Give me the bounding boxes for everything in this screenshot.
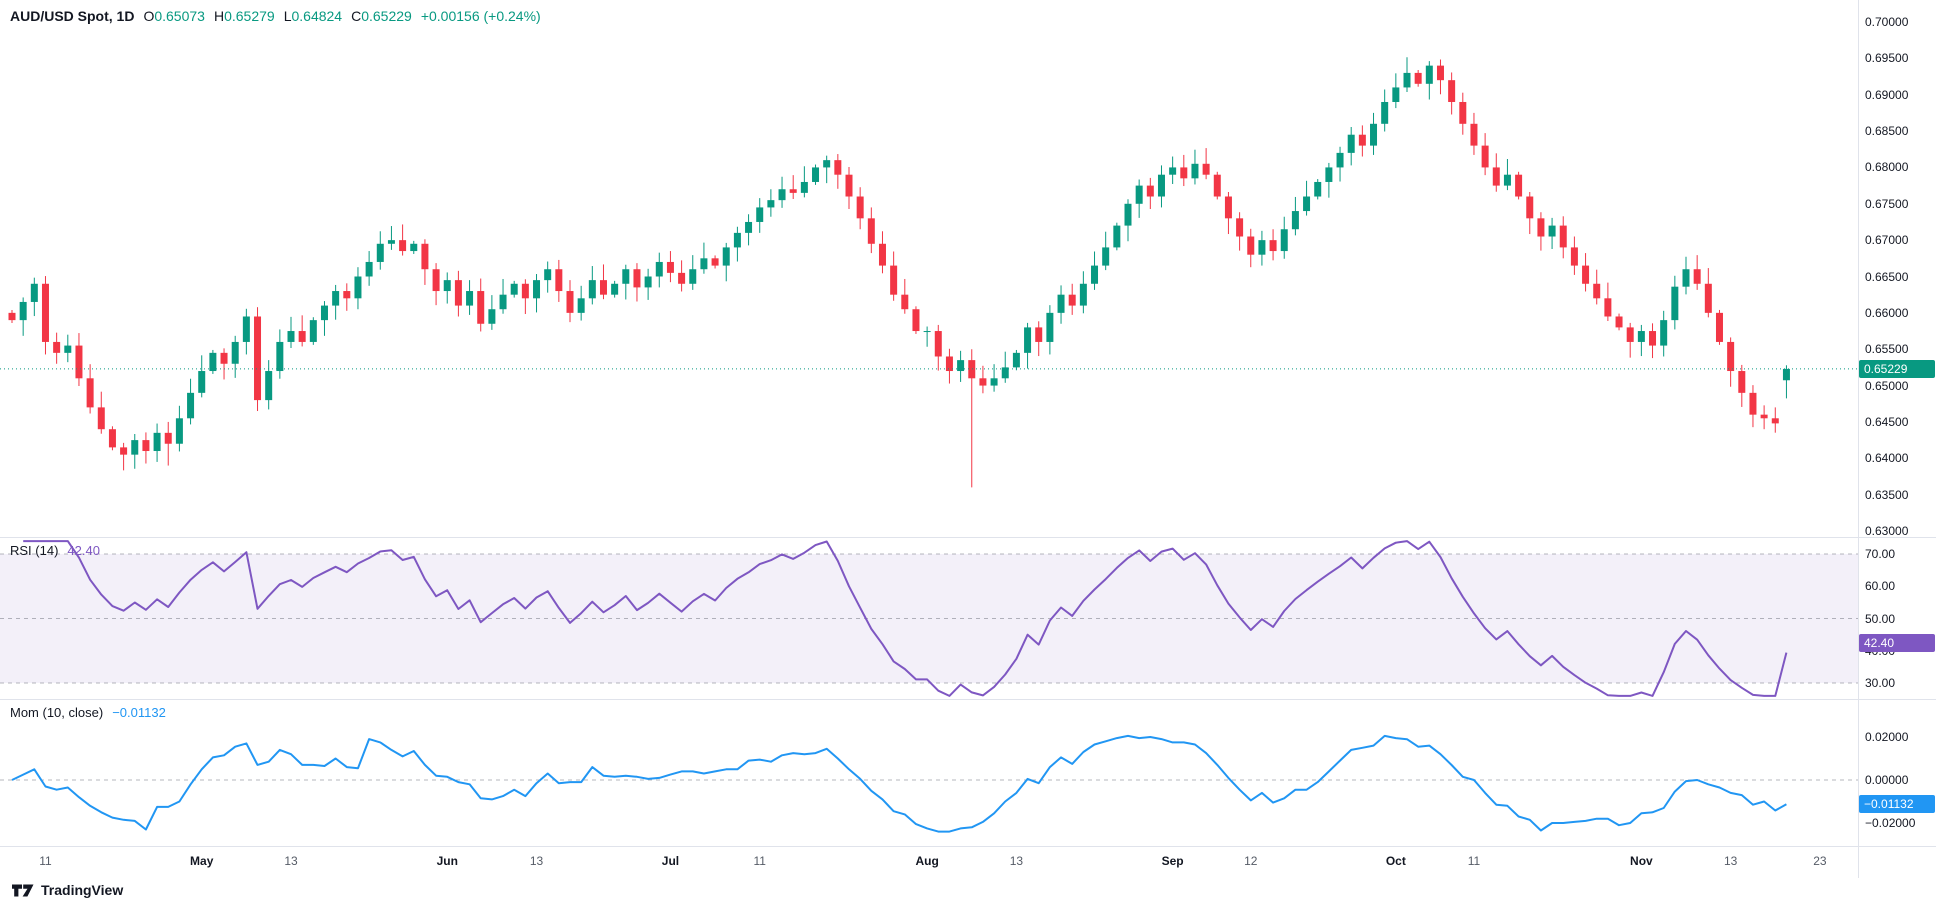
- tradingview-icon: [12, 884, 34, 896]
- time-tick: 13: [1009, 854, 1024, 868]
- price-axis-label: 0.68000: [1865, 160, 1909, 175]
- time-tick: 11: [1467, 854, 1481, 868]
- rsi-title[interactable]: RSI (14): [10, 543, 59, 558]
- price-axis-label: 0.67500: [1865, 196, 1909, 211]
- time-tick: 13: [1723, 854, 1738, 868]
- price-axis-label: 0.64500: [1865, 414, 1909, 429]
- change-value: +0.00156 (+0.24%): [420, 8, 541, 24]
- ohlc-close: C 0.65229: [351, 8, 412, 24]
- time-tick: 11: [753, 854, 766, 868]
- price-axis-label: 0.65500: [1865, 342, 1909, 357]
- time-tick: Sep: [1161, 854, 1184, 868]
- price-axis-label: 0.66500: [1865, 269, 1909, 284]
- price-axis-label: 0.65000: [1865, 378, 1909, 393]
- price-legend: AUD/USD Spot, 1D O 0.65073 H 0.65279 L 0.64…: [10, 8, 541, 24]
- time-scale[interactable]: 11 May 13 Jun 13 Jul 11 Aug 13 Sep 12 Oct 11 Nov 13 23: [0, 846, 1936, 878]
- rsi-axis-label: 50.00: [1865, 611, 1896, 626]
- price-axis-label: 0.64000: [1865, 451, 1909, 466]
- price-axis-label: 0.69500: [1865, 51, 1909, 66]
- time-tick: Jun: [436, 854, 458, 868]
- rsi-badge: 42.40: [1859, 634, 1935, 652]
- tradingview-logo[interactable]: TradingView: [12, 882, 123, 898]
- price-axis-label: 0.66000: [1865, 305, 1909, 320]
- rsi-value: 42.40: [67, 543, 100, 558]
- time-tick: 12: [1244, 854, 1258, 868]
- time-tick: May: [190, 854, 214, 868]
- time-tick: 13: [529, 854, 544, 868]
- price-badge: 0.65229: [1859, 359, 1935, 378]
- price-axis-label: 0.67000: [1865, 233, 1909, 248]
- mom-axis-label: −0.02000: [1865, 816, 1916, 830]
- time-tick: Nov: [1630, 854, 1653, 868]
- price-axis-label: 0.63500: [1865, 487, 1909, 502]
- mom-title[interactable]: Mom (10, close): [10, 705, 104, 720]
- ohlc-open: O 0.65073: [143, 8, 205, 24]
- time-tick: 23: [1813, 854, 1827, 868]
- price-axis-label: 0.70000: [1865, 15, 1909, 29]
- rsi-axis-label: 70.00: [1865, 547, 1896, 561]
- time-tick: Oct: [1385, 854, 1406, 868]
- mom-axis-label: 0.00000: [1865, 773, 1909, 787]
- mom-axis-label: 0.02000: [1865, 730, 1909, 744]
- rsi-legend: RSI (14) 42.40: [10, 543, 100, 558]
- ohlc-high: H 0.65279: [213, 8, 275, 24]
- symbol-title[interactable]: AUD/USD Spot, 1D: [10, 8, 135, 24]
- rsi-axis-label: 60.00: [1865, 579, 1896, 594]
- time-tick: Jul: [661, 854, 680, 868]
- price-axis-label: 0.63000: [1865, 524, 1909, 538]
- mom-value: −0.01132: [112, 705, 166, 720]
- price-axis-label: 0.69000: [1865, 87, 1909, 102]
- time-tick: 13: [284, 854, 298, 868]
- rsi-axis-label: 30.00: [1865, 676, 1896, 690]
- price-scale[interactable]: 0.70000 0.69500 0.69000 0.68500 0.68000 0.675…: [1858, 0, 1936, 878]
- mom-badge: −0.01132: [1859, 795, 1935, 814]
- time-tick: Aug: [915, 854, 939, 868]
- time-tick: 11: [39, 854, 52, 868]
- ohlc-low: L 0.64824: [283, 8, 343, 24]
- price-axis-label: 0.68500: [1865, 124, 1909, 139]
- tradingview-label: TradingView: [41, 882, 124, 898]
- mom-legend: Mom (10, close) −0.01132: [10, 705, 166, 720]
